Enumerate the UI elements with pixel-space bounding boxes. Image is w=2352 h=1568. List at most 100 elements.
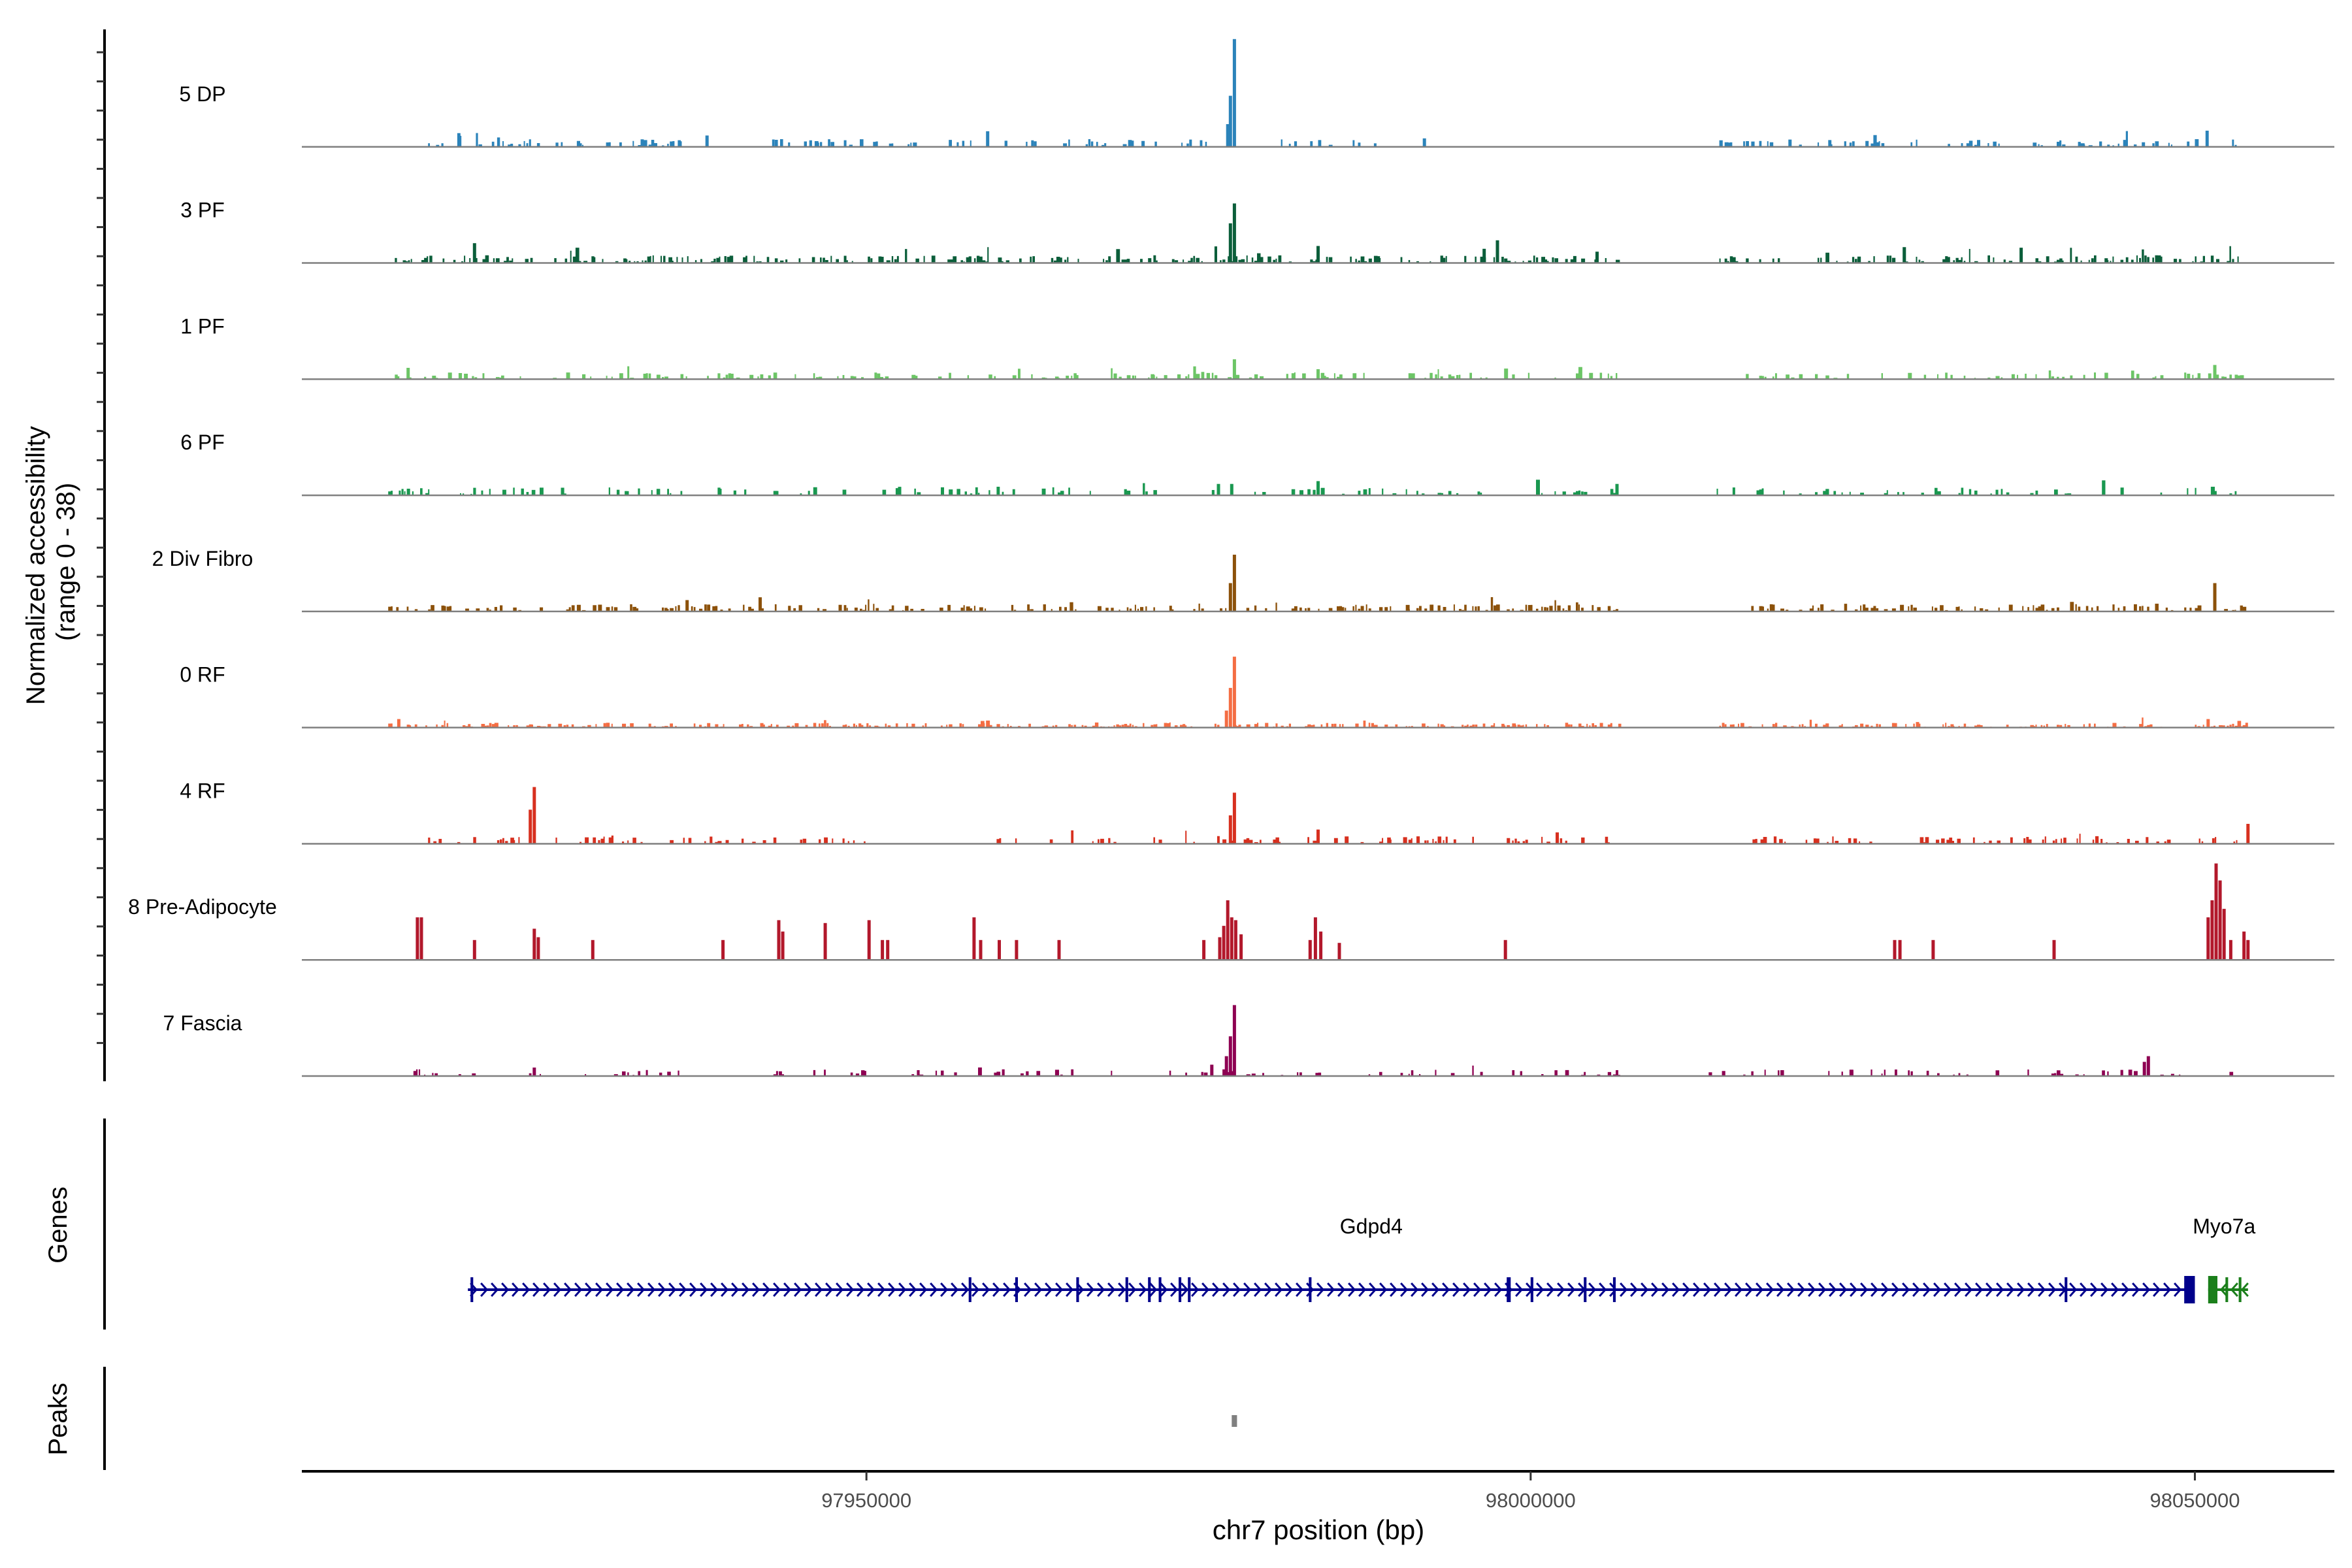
exon	[968, 1277, 972, 1302]
peak-region	[1232, 1415, 1237, 1427]
coverage-peak	[1232, 792, 1236, 844]
coverage-peak	[532, 1068, 536, 1076]
coverage-peak	[1228, 815, 1232, 844]
coverage-peak	[781, 931, 785, 960]
coverage-signal	[428, 830, 2238, 844]
coverage-peak	[1232, 203, 1236, 263]
coverage-peak	[1226, 124, 1230, 147]
coverage-peak	[419, 917, 423, 960]
coverage-signal	[388, 480, 2237, 496]
peaks-panel-title: Peaks	[44, 1382, 73, 1455]
exon	[2238, 1277, 2242, 1302]
exon	[1179, 1277, 1182, 1302]
exon	[1148, 1277, 1151, 1302]
coverage-peak	[1232, 1005, 1236, 1076]
coverage-peak	[1217, 483, 1220, 496]
track-label: 7 Fascia	[163, 1011, 242, 1035]
track-5-dp: 5 DP	[179, 39, 2334, 148]
coverage-peak	[881, 939, 885, 960]
coverage-peak	[1210, 1064, 1214, 1076]
coverage-peak	[721, 939, 725, 960]
track-2-div-fibro: 2 Div Fibro	[152, 547, 2334, 613]
coverage-peak	[1224, 1056, 1228, 1076]
coverage-peak	[1057, 939, 1061, 960]
exon	[1125, 1277, 1128, 1302]
coverage-y-axis-title: Normalized accessibility (range 0 - 38)	[22, 419, 80, 705]
coverage-peak	[1615, 483, 1619, 496]
coverage-y-axis	[97, 29, 106, 1081]
coverage-peak	[1228, 1036, 1232, 1076]
exon	[1188, 1277, 1191, 1302]
track-label: 5 DP	[179, 82, 225, 106]
coverage-peak	[886, 939, 890, 960]
coverage-peak	[1218, 937, 1222, 960]
coverage-peak	[1232, 359, 1236, 380]
coverage-peak	[823, 923, 827, 960]
coverage-peak	[416, 917, 419, 960]
coverage-peak	[1482, 248, 1486, 263]
y-axis-title-line-1: Normalized accessibility	[22, 426, 50, 705]
coverage-peak	[2210, 900, 2214, 960]
coverage-peak	[1931, 939, 1935, 960]
coverage-tracks: 5 DP 3 PF 1 PF 6 PF 2 Div Fibro 0 RF 4 RF 8 Pre…	[128, 39, 2334, 1077]
track-1-pf: 1 PF	[180, 314, 2334, 380]
exon	[1158, 1277, 1162, 1302]
y-axis-title-line-2: (range 0 - 38)	[52, 483, 80, 641]
coverage-peak	[1316, 246, 1320, 263]
track-label: 3 PF	[180, 199, 225, 222]
exon	[470, 1277, 474, 1302]
coverage-peak	[2229, 939, 2232, 960]
coverage-peak	[1319, 931, 1323, 960]
coverage-peak	[1233, 920, 1237, 960]
coverage-peak	[591, 939, 595, 960]
track-0-rf: 0 RF	[180, 657, 2334, 728]
gene-label: Myo7a	[2193, 1215, 2255, 1238]
coverage-peak	[472, 939, 476, 960]
track-6-pf: 6 PF	[180, 431, 2334, 497]
exon	[1612, 1277, 1616, 1302]
coverage-peak	[1230, 917, 1233, 960]
coverage-peak	[532, 928, 536, 960]
coverage-peak	[2206, 917, 2210, 960]
coverage-peak	[2142, 1062, 2146, 1076]
coverage-peak	[1898, 939, 1902, 960]
track-label: 6 PF	[180, 431, 225, 454]
coverage-peak	[1316, 829, 1320, 844]
coverage-peak	[536, 937, 540, 960]
coverage-peak	[1232, 39, 1236, 147]
genes-panel-title: Genes	[44, 1186, 73, 1264]
coverage-peak	[2242, 931, 2246, 960]
coverage-peak	[1308, 939, 1312, 960]
coverage-peak	[2246, 939, 2250, 960]
coverage-peak	[1495, 240, 1499, 263]
coverage-peak	[1893, 939, 1897, 960]
exon	[2184, 1276, 2195, 1303]
coverage-peak	[2218, 880, 2222, 960]
exon	[1507, 1277, 1511, 1302]
coverage-peak	[1228, 583, 1232, 612]
x-axis-ticks: 97950000 98000000 98050000	[821, 1471, 2240, 1512]
track-7-fascia: 7 Fascia	[163, 1005, 2334, 1077]
coverage-peak	[472, 243, 476, 263]
coverage-peak	[979, 939, 983, 960]
coverage-peak	[777, 920, 781, 960]
gene-myo7a: Myo7a	[2193, 1215, 2255, 1303]
coverage-signal	[388, 597, 2247, 612]
coverage-signal	[395, 246, 2239, 263]
coverage-peak	[2222, 909, 2226, 960]
strand-arrows	[470, 1282, 2193, 1298]
exon	[2208, 1276, 2217, 1303]
coverage-peak	[1228, 223, 1232, 263]
coverage-peak	[685, 600, 689, 612]
track-3-pf: 3 PF	[180, 199, 2334, 264]
coverage-peak	[1595, 252, 1599, 263]
coverage-peak	[532, 787, 536, 844]
coverage-signal	[413, 1066, 2234, 1076]
coverage-peak	[1015, 939, 1019, 960]
coverage-peak	[2214, 863, 2218, 960]
x-tick-label: 98050000	[2150, 1489, 2240, 1512]
coverage-peak	[1230, 483, 1233, 496]
coverage-peak	[1337, 943, 1341, 960]
coverage-peak	[406, 368, 410, 380]
exon	[1584, 1277, 1587, 1302]
